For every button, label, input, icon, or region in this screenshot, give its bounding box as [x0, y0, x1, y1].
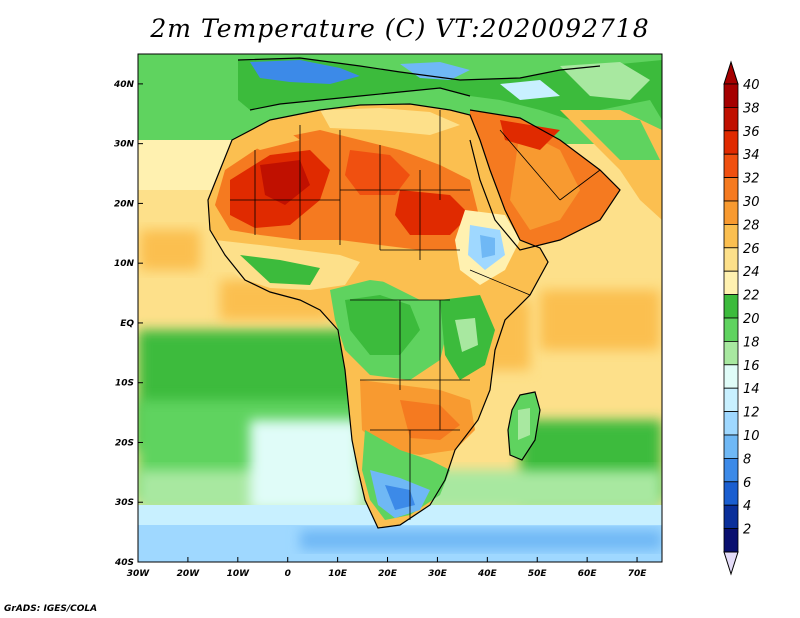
lon-tick-label: 20E — [378, 569, 398, 579]
lat-tick-label: 30S — [115, 498, 134, 508]
colorbar-label: 16 — [743, 359, 760, 374]
colorbar-label: 4 — [743, 499, 751, 514]
coastline-outlines — [207, 57, 621, 529]
colorbar-swatch — [723, 83, 739, 108]
lat-tick-label: EQ — [120, 319, 134, 329]
colorbar-label: 20 — [743, 312, 760, 327]
lon-tick-label: 0 — [285, 569, 291, 579]
grads-credit: GrADS: IGES/COLA — [4, 604, 98, 614]
colorbar-label: 2 — [743, 523, 751, 538]
colorbar-swatch — [723, 317, 739, 342]
colorbar-swatch — [723, 481, 739, 506]
lon-tick-label: 50E — [528, 569, 548, 579]
colorbar-label: 40 — [743, 78, 760, 93]
map-title: 2m Temperature (C) VT:2020092718 — [150, 14, 650, 43]
colorbar-swatch — [723, 294, 739, 319]
colorbar-swatch — [723, 200, 739, 225]
colorbar-swatch — [723, 153, 739, 178]
country-borders — [230, 110, 601, 520]
colorbar-swatch — [723, 177, 739, 202]
colorbar-label: 36 — [743, 125, 760, 140]
colorbar-bottom-arrow — [723, 551, 739, 576]
colorbar-swatch — [723, 528, 739, 553]
lon-tick-label: 60E — [578, 569, 598, 579]
colorbar-swatch — [723, 247, 739, 272]
lat-tick-label: 10S — [115, 379, 134, 389]
colorbar-label: 32 — [743, 172, 760, 187]
colorbar-label: 6 — [743, 476, 751, 491]
lat-tick-label: 10N — [114, 259, 135, 269]
plot-frame — [137, 53, 663, 563]
colorbar-swatch — [723, 364, 739, 389]
colorbar-label: 24 — [743, 265, 760, 280]
colorbar-swatch — [723, 270, 739, 296]
colorbar-swatch — [723, 107, 739, 132]
colorbar-label: 26 — [743, 242, 760, 257]
lat-tick-label: 20S — [115, 438, 134, 448]
colorbar-label: 30 — [743, 195, 760, 210]
lat-tick-label: 40S — [114, 558, 134, 568]
colorbar-swatch — [723, 434, 739, 459]
colorbar-swatch — [723, 340, 739, 366]
lon-tick-label: 30W — [127, 569, 151, 579]
lat-tick-label: 30N — [114, 140, 135, 150]
colorbar-swatch — [723, 411, 739, 436]
lat-tick-label: 40N — [113, 80, 135, 90]
temperature-field — [138, 54, 662, 562]
colorbar-label: 34 — [743, 148, 760, 163]
colorbar-label: 38 — [743, 101, 760, 116]
lon-tick-label: 10W — [227, 569, 251, 579]
colorbar-label: 14 — [743, 382, 760, 397]
colorbar-label: 28 — [743, 218, 760, 233]
lon-tick-label: 40E — [477, 569, 498, 579]
lon-tick-label: 20W — [177, 569, 201, 579]
colorbar-label: 22 — [743, 289, 760, 304]
colorbar-swatch — [723, 504, 739, 530]
colorbar-legend: 40 38 36 34 32 30 28 26 24 22 20 18 16 14 12 10 8 6 4 2 — [723, 60, 760, 576]
colorbar-label: 12 — [743, 406, 760, 421]
colorbar-swatch — [723, 130, 739, 155]
colorbar-label: 10 — [743, 429, 760, 444]
colorbar-label: 8 — [743, 452, 751, 467]
latitude-axis: 40N 30N 20N 10N EQ 10S 20S 30S 40S — [113, 80, 143, 568]
colorbar-swatch — [723, 387, 739, 413]
colorbar-swatch — [723, 457, 739, 483]
colorbar-swatch — [723, 223, 739, 249]
lat-tick-label: 20N — [114, 199, 135, 209]
lon-tick-label: 30E — [428, 569, 448, 579]
lon-tick-label: 10E — [328, 569, 348, 579]
lon-tick-label: 70E — [628, 569, 648, 579]
longitude-axis: 30W 20W 10W 0 10E 20E 30E 40E 50E 60E 70E — [127, 557, 647, 579]
colorbar-top-arrow — [723, 60, 739, 85]
colorbar-label: 18 — [743, 335, 760, 350]
